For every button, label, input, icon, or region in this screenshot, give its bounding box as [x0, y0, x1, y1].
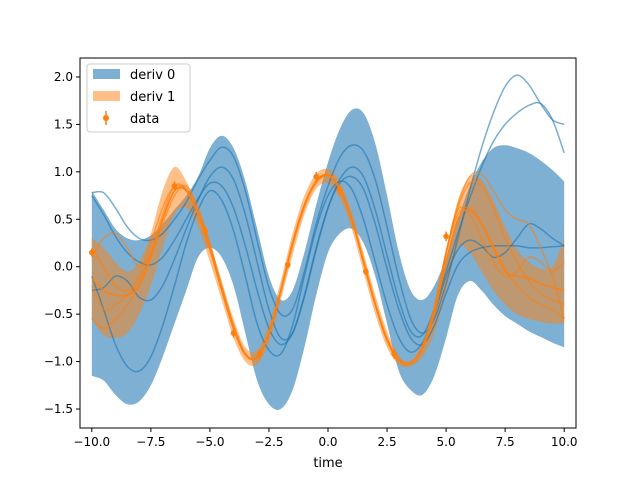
sample-line-2 [91, 180, 565, 373]
x-tick-label: 10.0 [551, 435, 578, 449]
x-tick-label: 2.5 [378, 435, 397, 449]
data-point-5 [256, 349, 263, 359]
data-point-marker [313, 173, 319, 180]
data-point-10 [391, 349, 397, 359]
data-point-8 [337, 186, 343, 196]
data-point-marker [171, 183, 178, 189]
x-tick-label: 0.0 [318, 435, 337, 449]
legend-box [86, 63, 191, 133]
y-tick-label: 0.0 [54, 260, 73, 274]
data-point-marker [230, 330, 237, 336]
legend-label-data: data [130, 112, 159, 127]
y-tick-label: −1.0 [44, 355, 73, 369]
data-point-6 [285, 261, 291, 269]
x-axis-ticks: −10.0 −7.5 −5.0 −2.5 0.0 2.5 5.0 7.5 10.0 [73, 428, 578, 449]
legend: deriv 0 deriv 1 data [86, 63, 191, 133]
y-tick-label: −0.5 [44, 307, 73, 321]
data-point-marker [362, 268, 369, 275]
x-tick-label: −5.0 [195, 435, 224, 449]
y-tick-label: 1.5 [54, 117, 73, 131]
data-point-7 [313, 171, 319, 182]
data-points-layer [89, 171, 449, 359]
lines-layer [91, 74, 565, 373]
data-point-2 [171, 181, 178, 191]
data-point-marker [202, 227, 208, 234]
data-point-4 [230, 328, 237, 338]
x-axis-label: time [313, 456, 342, 471]
legend-label-deriv-0: deriv 0 [130, 68, 175, 83]
legend-label-deriv-1: deriv 1 [130, 90, 175, 105]
x-tick-label: 7.5 [496, 435, 515, 449]
y-tick-label: 2.0 [54, 70, 73, 84]
legend-swatch-deriv-1 [93, 91, 120, 101]
y-tick-label: −1.5 [44, 402, 73, 416]
sample-line-8 [91, 171, 565, 366]
data-point-11 [443, 231, 449, 242]
y-tick-label: 1.0 [54, 165, 73, 179]
x-tick-label: −2.5 [254, 435, 283, 449]
sample-line-1 [91, 74, 565, 334]
data-point-1 [89, 248, 95, 257]
data-point-9 [362, 267, 369, 276]
y-axis-ticks: −1.5 −1.0 −0.5 0.0 0.5 1.0 1.5 2.0 [44, 70, 80, 416]
data-point-marker [391, 351, 397, 357]
data-point-marker [285, 262, 291, 268]
sample-line-9 [91, 174, 565, 366]
x-tick-label: −10.0 [73, 435, 110, 449]
data-point-3 [202, 225, 208, 236]
data-point-marker [443, 233, 449, 240]
data-point-marker [89, 249, 95, 256]
legend-marker-data-point [103, 115, 109, 121]
data-point-marker [256, 351, 263, 357]
data-point-marker [337, 188, 343, 194]
legend-swatch-deriv-0 [93, 69, 120, 79]
x-tick-label: 5.0 [437, 435, 456, 449]
x-tick-label: −7.5 [136, 435, 165, 449]
y-tick-label: 0.5 [54, 212, 73, 226]
